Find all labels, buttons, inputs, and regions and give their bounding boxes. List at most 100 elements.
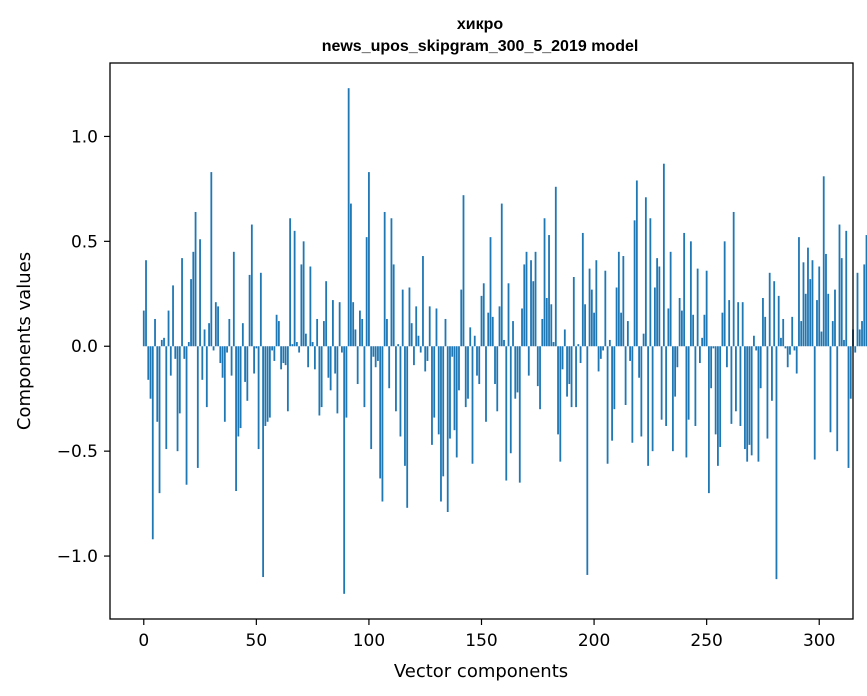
bar xyxy=(816,300,818,347)
bar xyxy=(789,346,791,355)
bar xyxy=(401,289,404,347)
bar xyxy=(539,346,541,410)
bar xyxy=(840,258,843,347)
bar xyxy=(460,289,463,347)
bar xyxy=(386,318,388,347)
y-axis-ticks: −1.0 −0.5 0.0 0.5 1.0 xyxy=(57,127,110,567)
bar xyxy=(620,312,622,347)
bar xyxy=(325,281,328,347)
bar xyxy=(780,337,782,347)
bar xyxy=(440,346,442,502)
bar xyxy=(674,346,677,397)
bar xyxy=(392,264,395,347)
bar xyxy=(487,312,490,347)
bar xyxy=(377,346,379,361)
bar xyxy=(172,285,174,347)
bar xyxy=(259,272,262,347)
bar xyxy=(160,339,163,347)
bar xyxy=(313,346,316,370)
bar xyxy=(464,346,467,408)
bar xyxy=(503,339,505,347)
bar xyxy=(575,346,577,408)
bar xyxy=(417,335,420,347)
bar xyxy=(671,346,674,452)
x-tick-label: 0 xyxy=(138,631,149,651)
bar xyxy=(244,346,246,382)
bar xyxy=(343,346,346,594)
bar xyxy=(185,346,188,485)
bar xyxy=(223,346,226,422)
bar xyxy=(813,346,816,460)
bar xyxy=(649,218,652,347)
bar xyxy=(347,88,350,347)
bar xyxy=(368,172,370,347)
bar xyxy=(165,346,168,450)
bar xyxy=(534,251,537,347)
bar xyxy=(512,321,514,347)
bar xyxy=(505,346,508,481)
bar xyxy=(307,346,310,368)
bar xyxy=(496,346,499,412)
bar xyxy=(726,346,728,368)
y-tick-label: −0.5 xyxy=(57,442,98,462)
bar xyxy=(480,295,483,347)
bar xyxy=(728,300,731,347)
bar xyxy=(282,346,285,364)
bar xyxy=(494,346,496,385)
bar xyxy=(822,176,825,347)
bar xyxy=(629,346,631,361)
bar xyxy=(653,287,656,347)
bar xyxy=(678,297,681,347)
bar xyxy=(854,346,857,353)
bar xyxy=(149,346,152,399)
bar xyxy=(662,163,665,347)
bar xyxy=(217,306,219,347)
bar xyxy=(219,346,222,364)
bar xyxy=(316,318,319,347)
bar xyxy=(611,346,613,441)
bar xyxy=(584,304,586,347)
bar xyxy=(685,346,688,458)
bar xyxy=(248,274,251,347)
bar xyxy=(861,321,863,347)
x-axis-ticks: 0 50 100 150 200 250 300 xyxy=(138,619,835,651)
bar xyxy=(332,300,334,347)
bar xyxy=(638,346,641,378)
bar xyxy=(509,346,512,454)
bar xyxy=(701,337,704,347)
bar xyxy=(820,331,823,347)
bar xyxy=(286,346,289,412)
bar xyxy=(435,308,438,347)
bar xyxy=(295,342,298,347)
bar xyxy=(624,346,627,405)
bar xyxy=(158,346,161,494)
bar xyxy=(428,306,431,347)
bar xyxy=(212,346,215,351)
bar xyxy=(156,346,159,422)
bar xyxy=(322,321,325,347)
bar xyxy=(473,335,476,347)
bar xyxy=(442,346,445,477)
bar xyxy=(147,346,150,380)
bar xyxy=(192,251,195,347)
bar xyxy=(581,232,584,347)
bar xyxy=(253,346,255,374)
bar xyxy=(744,346,746,450)
bar xyxy=(802,262,805,347)
bar xyxy=(829,346,832,433)
bar xyxy=(365,237,368,347)
bar xyxy=(746,346,749,462)
bar xyxy=(174,346,177,359)
x-tick-label: 50 xyxy=(246,631,268,651)
bar xyxy=(800,321,803,347)
bar xyxy=(838,224,841,347)
bar xyxy=(807,247,809,347)
bar xyxy=(320,346,323,408)
bar xyxy=(154,318,156,347)
bar xyxy=(669,251,672,347)
bar xyxy=(730,346,733,424)
bar xyxy=(300,264,303,347)
bar xyxy=(525,251,528,347)
bar xyxy=(469,327,472,347)
bar xyxy=(485,346,487,422)
